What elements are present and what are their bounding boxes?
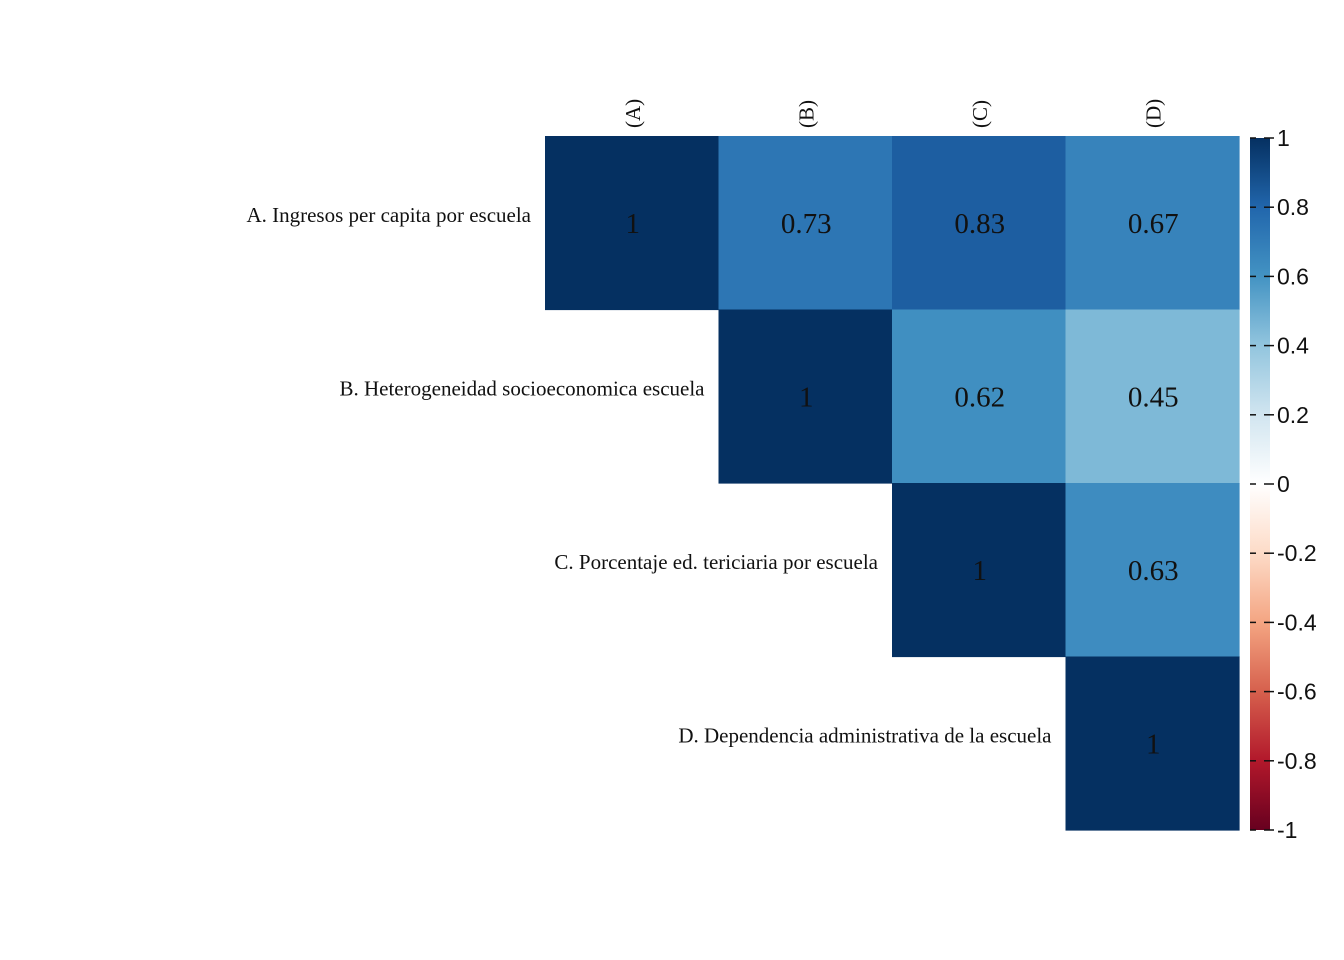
cell-value-0-2: 0.83	[954, 208, 1005, 240]
heatmap-cell-1-2	[892, 309, 1067, 484]
heatmap-cell-2-3	[1065, 483, 1240, 658]
colorbar-tick-label-7: -0.4	[1277, 609, 1317, 635]
colorbar-tick-label-6: -0.2	[1277, 540, 1317, 566]
cell-value-1-3: 0.45	[1128, 381, 1179, 413]
colorbar-tick-label-0: 1	[1277, 125, 1290, 151]
colorbar-tick-label-4: 0.2	[1277, 402, 1309, 428]
cell-value-1-1: 1	[799, 381, 814, 413]
row-label-0: A. Ingresos per capita por escuela	[246, 203, 531, 227]
heatmap-cell-0-3	[1065, 136, 1240, 311]
heatmap-cell-3-3	[1065, 656, 1240, 831]
colorbar-ticks: 1 0.8 0.6 0.4 0.2 0 -0.2 -0.4 -0.6 -0.8 -1	[1250, 125, 1317, 843]
colorbar-gradient	[1250, 138, 1270, 830]
heatmap-cell-values: 1 0.73 0.83 0.67 1 0.62 0.45 1 0.63 1	[626, 208, 1179, 761]
colorbar-tick-label-1: 0.8	[1277, 194, 1309, 220]
heatmap-cell-0-0	[545, 136, 720, 311]
heatmap-cells	[545, 136, 1240, 831]
column-label-3: (D)	[1141, 99, 1165, 128]
row-label-2: C. Porcentaje ed. tericiaria por escuela	[554, 550, 878, 574]
column-label-2: (C)	[968, 100, 992, 128]
heatmap-cell-2-2	[892, 483, 1067, 658]
column-label-1: (B)	[794, 100, 818, 128]
cell-value-0-3: 0.67	[1128, 208, 1179, 240]
heatmap-cell-1-1	[718, 309, 893, 484]
colorbar-tick-label-3: 0.4	[1277, 333, 1309, 359]
heatmap-cell-0-1	[718, 136, 893, 311]
heatmap-cell-0-2	[892, 136, 1067, 311]
column-label-0: (A)	[621, 99, 645, 128]
colorbar-tick-label-9: -0.8	[1277, 748, 1317, 774]
cell-value-2-3: 0.63	[1128, 555, 1179, 587]
row-label-1: B. Heterogeneidad socioeconomica escuela	[339, 376, 705, 400]
cell-value-1-2: 0.62	[954, 381, 1005, 413]
colorbar: 1 0.8 0.6 0.4 0.2 0 -0.2 -0.4 -0.6 -0.8 -1	[1250, 125, 1317, 843]
cell-value-2-2: 1	[973, 555, 988, 587]
cell-value-0-1: 0.73	[781, 208, 832, 240]
column-labels: (A) (B) (C) (D)	[621, 99, 1166, 128]
cell-value-3-3: 1	[1146, 728, 1161, 760]
colorbar-tick-label-8: -0.6	[1277, 679, 1317, 705]
heatmap-cell-1-3	[1065, 309, 1240, 484]
colorbar-tick-label-10: -1	[1277, 817, 1297, 843]
colorbar-tick-label-2: 0.6	[1277, 263, 1309, 289]
row-labels: A. Ingresos per capita por escuela B. Het…	[246, 203, 1052, 748]
colorbar-tick-label-5: 0	[1277, 471, 1290, 497]
cell-value-0-0: 1	[626, 208, 641, 240]
row-label-3: D. Dependencia administrativa de la escu…	[678, 723, 1052, 747]
